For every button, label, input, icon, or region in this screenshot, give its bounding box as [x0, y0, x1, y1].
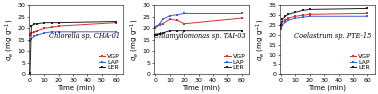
Text: Chlamydomonas sp. TAI-03: Chlamydomonas sp. TAI-03	[154, 32, 246, 40]
VGP	[286, 18, 290, 19]
LAP	[279, 28, 283, 30]
VGP	[114, 22, 119, 23]
VGP	[35, 30, 39, 31]
LAP	[167, 15, 172, 16]
LAP	[308, 16, 312, 17]
LER	[42, 22, 46, 23]
X-axis label: Time (min): Time (min)	[308, 84, 346, 91]
LAP	[42, 32, 46, 34]
VGP	[42, 28, 46, 29]
VGP	[301, 15, 305, 16]
LAP	[286, 20, 290, 21]
VGP	[49, 27, 54, 28]
LER	[160, 32, 165, 34]
VGP	[167, 19, 172, 20]
LAP	[175, 14, 179, 15]
VGP	[365, 13, 370, 14]
LER	[301, 10, 305, 11]
LER	[28, 73, 32, 74]
Legend: VGP, LAP, LER: VGP, LAP, LER	[224, 53, 246, 71]
X-axis label: Time (min): Time (min)	[57, 84, 95, 91]
LER	[32, 23, 37, 24]
LER	[35, 23, 39, 24]
LAP	[160, 19, 165, 20]
LER	[29, 25, 34, 27]
VGP	[28, 35, 32, 36]
VGP	[56, 25, 61, 27]
Legend: VGP, LAP, LER: VGP, LAP, LER	[98, 53, 120, 71]
LER	[155, 35, 159, 36]
LER	[283, 16, 288, 17]
X-axis label: Time (min): Time (min)	[183, 84, 220, 91]
Y-axis label: $q_e$ (mg g$^{-1}$): $q_e$ (mg g$^{-1}$)	[254, 19, 267, 61]
LAP	[182, 13, 186, 14]
Line: LER: LER	[154, 29, 243, 36]
LAP	[240, 13, 244, 14]
VGP	[153, 28, 158, 29]
Line: VGP: VGP	[154, 17, 243, 30]
VGP	[280, 22, 285, 23]
Text: Coelastrum sp. PTE-15: Coelastrum sp. PTE-15	[294, 32, 372, 40]
LAP	[32, 36, 37, 37]
LER	[308, 9, 312, 10]
VGP	[279, 27, 283, 28]
LER	[114, 21, 119, 22]
LER	[175, 30, 179, 31]
Line: LER: LER	[29, 20, 118, 75]
Line: LAP: LAP	[154, 12, 243, 28]
LAP	[301, 17, 305, 18]
LER	[182, 30, 186, 31]
VGP	[29, 32, 34, 34]
LER	[49, 22, 54, 23]
LAP	[155, 25, 159, 27]
LAP	[28, 40, 32, 42]
LAP	[280, 25, 285, 26]
LER	[280, 19, 285, 20]
VGP	[155, 25, 159, 27]
LER	[158, 34, 162, 35]
VGP	[32, 31, 37, 32]
Text: Chlorella sp. CHA-01: Chlorella sp. CHA-01	[50, 32, 121, 40]
Line: VGP: VGP	[280, 12, 369, 28]
LER	[167, 30, 172, 31]
Line: LER: LER	[280, 7, 369, 26]
VGP	[182, 23, 186, 24]
Line: VGP: VGP	[29, 21, 118, 36]
VGP	[308, 14, 312, 15]
Legend: VGP, LAP, LER: VGP, LAP, LER	[349, 53, 372, 71]
LER	[240, 30, 244, 31]
Line: LAP: LAP	[280, 15, 369, 30]
Line: LAP: LAP	[29, 31, 118, 42]
LER	[286, 14, 290, 15]
LER	[279, 25, 283, 26]
LAP	[283, 22, 288, 23]
LAP	[114, 31, 119, 32]
LAP	[293, 18, 297, 19]
LAP	[365, 16, 370, 17]
LER	[56, 22, 61, 23]
Y-axis label: $q_e$ (mg g$^{-1}$): $q_e$ (mg g$^{-1}$)	[129, 19, 141, 61]
Y-axis label: $q_e$ (mg g$^{-1}$): $q_e$ (mg g$^{-1}$)	[3, 19, 16, 61]
LAP	[56, 31, 61, 32]
LAP	[29, 38, 34, 39]
LER	[293, 12, 297, 13]
LAP	[158, 23, 162, 24]
LER	[153, 35, 158, 36]
LAP	[153, 27, 158, 28]
LAP	[35, 35, 39, 36]
VGP	[175, 20, 179, 21]
VGP	[283, 20, 288, 21]
VGP	[293, 16, 297, 17]
VGP	[158, 24, 162, 25]
VGP	[240, 17, 244, 19]
VGP	[160, 23, 165, 24]
LER	[365, 8, 370, 9]
LAP	[49, 31, 54, 32]
